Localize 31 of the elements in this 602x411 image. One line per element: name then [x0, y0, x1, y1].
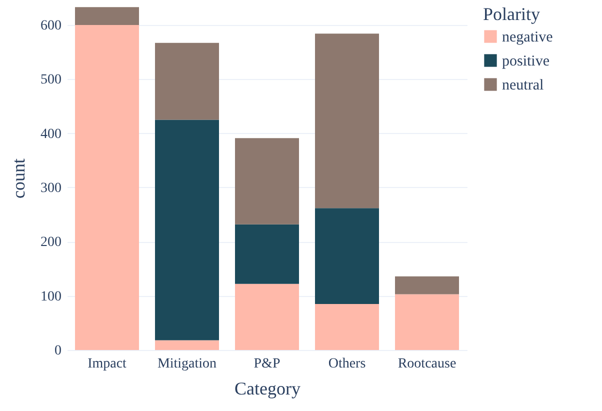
- x-tick-label: P&P: [254, 356, 280, 372]
- legend-label: negative: [502, 30, 554, 46]
- y-axis-title: count: [8, 158, 28, 198]
- y-tick-label: 300: [40, 180, 62, 196]
- x-tick-label: Rootcause: [398, 356, 456, 372]
- legend-label: positive: [502, 54, 550, 70]
- y-tick-label: 600: [40, 18, 62, 34]
- y-tick-label: 0: [54, 344, 62, 358]
- bar: [315, 208, 379, 304]
- bar: [75, 7, 139, 25]
- bar: [155, 120, 219, 340]
- x-axis-title: Category: [234, 378, 300, 398]
- bar: [395, 294, 459, 350]
- bar: [155, 340, 219, 350]
- bar: [395, 276, 459, 294]
- y-tick-label: 200: [40, 235, 62, 250]
- bar: [315, 304, 379, 350]
- y-tick-label: 500: [40, 72, 62, 88]
- legend-label: neutral: [502, 78, 544, 94]
- x-tick-label: Others: [328, 356, 366, 372]
- bar: [235, 284, 299, 350]
- bar: [75, 24, 139, 350]
- legend-title: Polarity: [483, 4, 540, 24]
- x-tick-label: Mitigation: [157, 356, 217, 372]
- bar: [155, 42, 219, 120]
- y-tick-label: 400: [40, 126, 62, 142]
- y-tick-label: 100: [40, 289, 62, 304]
- bar: [235, 138, 299, 224]
- x-tick-label: Impact: [88, 356, 127, 372]
- bar: [235, 224, 299, 284]
- bar: [315, 34, 379, 208]
